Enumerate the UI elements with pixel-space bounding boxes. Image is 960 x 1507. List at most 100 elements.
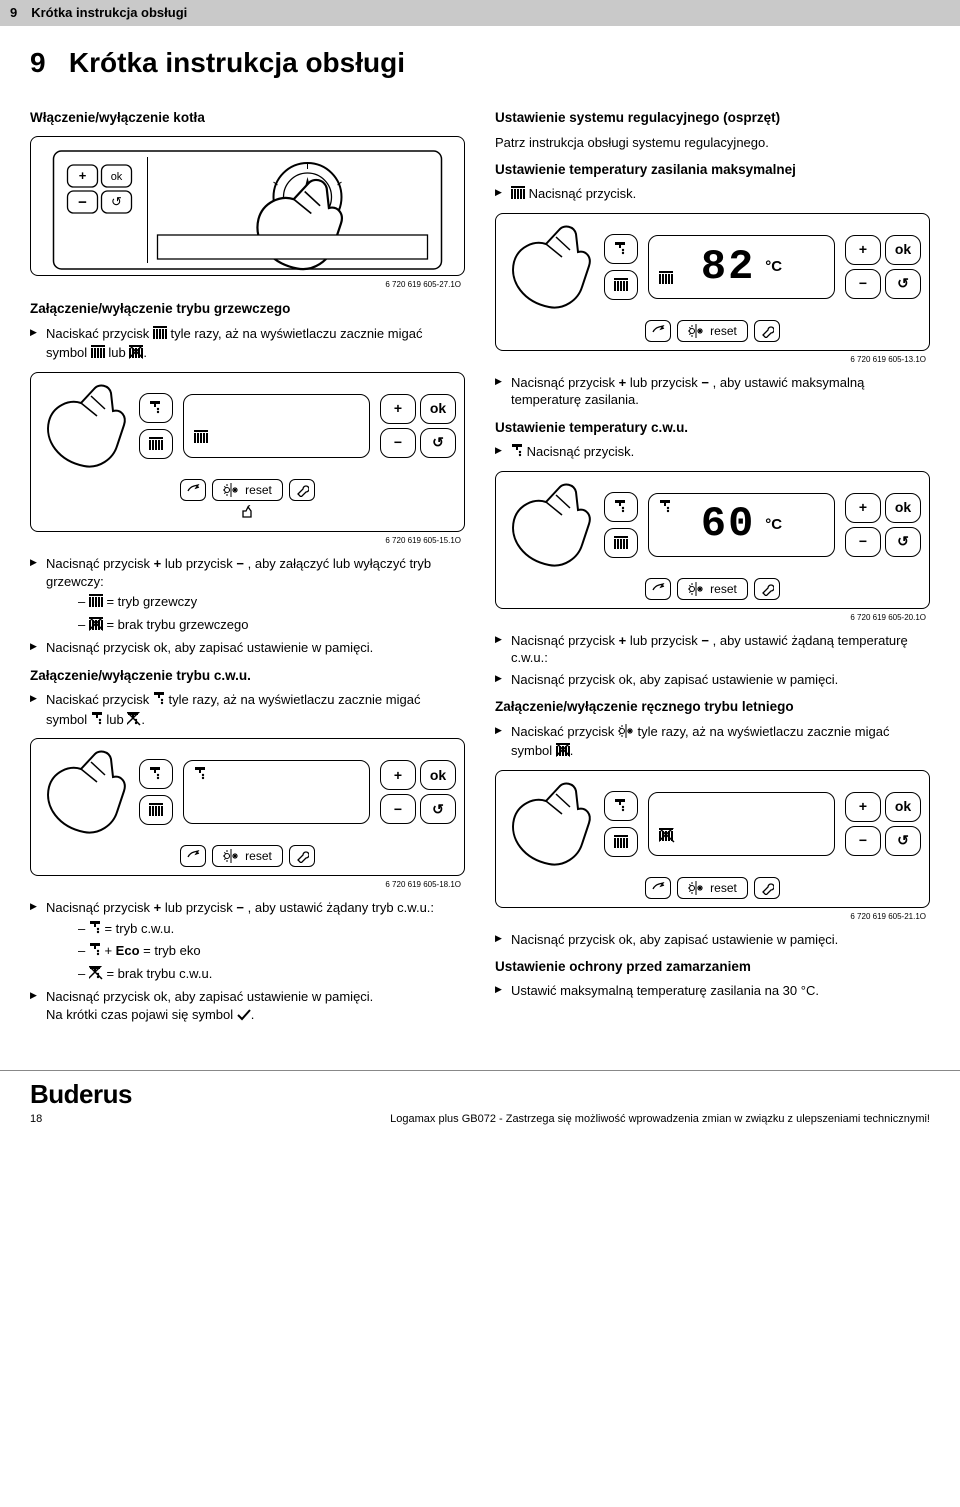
minus-button: − bbox=[845, 269, 881, 299]
display-value: 60 bbox=[701, 496, 755, 553]
option-item: + Eco = tryb eko bbox=[78, 942, 465, 962]
tap-button bbox=[604, 492, 638, 522]
display-value: 82 bbox=[701, 239, 755, 296]
instruction-item: Nacisnąć przycisk + lub przycisk − , aby… bbox=[30, 899, 465, 984]
hand-illustration bbox=[39, 747, 129, 837]
back-button: ↺ bbox=[420, 794, 456, 824]
instruction-item: Nacisnąć przycisk ok, aby zapisać ustawi… bbox=[30, 988, 465, 1025]
plus-button: + bbox=[380, 760, 416, 790]
figure-caption: 6 720 619 605-27.1O bbox=[30, 280, 461, 291]
back-button: ↺ bbox=[420, 428, 456, 458]
figure-display-panel: + ok − ↺ reset bbox=[30, 738, 465, 876]
point-icon bbox=[180, 845, 206, 867]
page-number: 18 bbox=[30, 1113, 42, 1125]
tap-off-icon bbox=[127, 712, 141, 731]
display-screen: 60 °C bbox=[648, 493, 835, 557]
figure-display-panel: + ok − ↺ reset bbox=[495, 770, 930, 908]
svg-text:↺: ↺ bbox=[111, 194, 122, 209]
reset-button: reset bbox=[677, 320, 748, 342]
sun-snow-icon bbox=[688, 881, 704, 895]
instruction-item: Ustawić maksymalną temperaturę zasilania… bbox=[495, 982, 930, 1000]
wrench-icon bbox=[754, 320, 780, 342]
minus-button: − bbox=[845, 527, 881, 557]
figure-display-panel: 82 °C + ok − ↺ reset bbox=[495, 213, 930, 351]
chapter-heading: 9 Krótka instrukcja obsługi bbox=[30, 44, 930, 82]
chapter-number: 9 bbox=[10, 4, 17, 22]
hand-illustration bbox=[504, 779, 594, 869]
tap-icon bbox=[91, 712, 103, 731]
tap-icon bbox=[89, 943, 101, 962]
wrench-icon bbox=[289, 845, 315, 867]
sun-snow-icon bbox=[618, 724, 634, 743]
instruction-item: Nacisnąć przycisk ok, aby zapisać ustawi… bbox=[495, 931, 930, 949]
paragraph: Patrz instrukcja obsługi systemu regulac… bbox=[495, 134, 930, 152]
left-column: Włączenie/wyłączenie kotła + ok − ↺ bbox=[30, 99, 465, 1029]
instruction-item: Naciskać przycisk tyle razy, aż na wyświ… bbox=[495, 723, 930, 762]
tap-icon bbox=[659, 500, 673, 521]
point-icon bbox=[645, 578, 671, 600]
point-icon bbox=[180, 479, 206, 501]
unit-celsius: °C bbox=[765, 515, 782, 535]
figure-caption: 6 720 619 605-21.1O bbox=[495, 912, 926, 923]
hand-illustration bbox=[504, 480, 594, 570]
figure-caption: 6 720 619 605-15.1O bbox=[30, 536, 461, 547]
option-item: = brak trybu c.w.u. bbox=[78, 965, 465, 985]
tap-button bbox=[604, 234, 638, 264]
unit-celsius: °C bbox=[765, 257, 782, 277]
back-button: ↺ bbox=[885, 826, 921, 856]
ok-button: ok bbox=[420, 760, 456, 790]
plus-button: + bbox=[845, 235, 881, 265]
radiator-button bbox=[604, 270, 638, 300]
radiator-button bbox=[604, 528, 638, 558]
plus-button: + bbox=[845, 792, 881, 822]
wrench-icon bbox=[754, 877, 780, 899]
tap-button bbox=[604, 791, 638, 821]
radiator-icon bbox=[89, 594, 103, 613]
section-title: Załączenie/wyłączenie trybu grzewczego bbox=[30, 300, 465, 318]
running-title: Krótka instrukcja obsługi bbox=[31, 4, 187, 22]
display-screen bbox=[648, 792, 835, 856]
svg-text:+: + bbox=[79, 168, 87, 183]
back-button: ↺ bbox=[885, 527, 921, 557]
figure-power-knob: + ok − ↺ bbox=[30, 136, 465, 276]
reset-button: reset bbox=[677, 578, 748, 600]
sun-snow-icon bbox=[688, 582, 704, 596]
wrench-icon bbox=[289, 479, 315, 501]
point-icon bbox=[645, 320, 671, 342]
radiator-icon bbox=[511, 186, 525, 205]
instruction-item: Nacisnąć przycisk ok, aby zapisać ustawi… bbox=[30, 639, 465, 657]
sun-snow-icon bbox=[688, 324, 704, 338]
radiator-button bbox=[604, 827, 638, 857]
display-screen: 82 °C bbox=[648, 235, 835, 299]
section-title: Ustawienie temperatury c.w.u. bbox=[495, 419, 930, 437]
right-column: Ustawienie systemu regulacyjnego (osprzę… bbox=[495, 99, 930, 1029]
option-item: = tryb grzewczy bbox=[78, 593, 465, 613]
chimney-icon bbox=[39, 505, 456, 524]
option-item: = tryb c.w.u. bbox=[78, 920, 465, 940]
tap-button bbox=[139, 759, 173, 789]
figure-display-panel: + ok − ↺ reset bbox=[30, 372, 465, 533]
tap-button bbox=[139, 393, 173, 423]
page-footer: Buderus 18 Logamax plus GB072 - Zastrzeg… bbox=[0, 1070, 960, 1133]
footer-line: Logamax plus GB072 - Zastrzega się możli… bbox=[390, 1112, 930, 1127]
reset-button: reset bbox=[677, 877, 748, 899]
hand-illustration bbox=[39, 381, 129, 471]
minus-button: − bbox=[380, 428, 416, 458]
plus-button: + bbox=[380, 394, 416, 424]
instruction-item: Nacisnąć przycisk + lub przycisk − , aby… bbox=[495, 632, 930, 667]
minus-button: − bbox=[380, 794, 416, 824]
tap-off-icon bbox=[89, 966, 103, 985]
section-title: Ustawienie ochrony przed zamarzaniem bbox=[495, 958, 930, 976]
back-button: ↺ bbox=[885, 269, 921, 299]
minus-button: − bbox=[845, 826, 881, 856]
ok-button: ok bbox=[420, 394, 456, 424]
plus-button: + bbox=[845, 493, 881, 523]
sun-snow-icon bbox=[223, 849, 239, 863]
section-title: Ustawienie systemu regulacyjnego (osprzę… bbox=[495, 109, 930, 127]
radiator-button bbox=[139, 795, 173, 825]
radiator-off-icon bbox=[556, 743, 570, 762]
radiator-off-icon bbox=[659, 828, 677, 849]
instruction-item: Nacisnąć przycisk. bbox=[495, 443, 930, 463]
section-title: Załączenie/wyłączenie ręcznego trybu let… bbox=[495, 698, 930, 716]
instruction-item: Nacisnąć przycisk + lub przycisk − , aby… bbox=[495, 374, 930, 409]
